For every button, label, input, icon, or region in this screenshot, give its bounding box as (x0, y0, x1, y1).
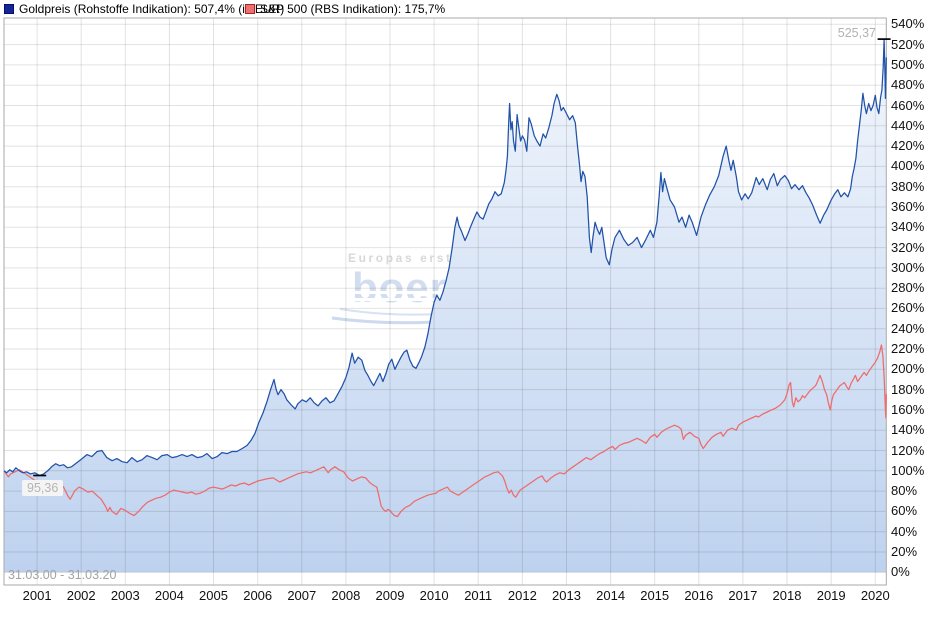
y-axis-tick-140: 140% (891, 422, 925, 438)
y-axis-tick-360: 360% (891, 199, 925, 214)
goldpreis-swatch-icon (4, 4, 14, 14)
y-axis-tick-500: 500% (891, 56, 925, 72)
y-axis-tick-260: 260% (891, 300, 925, 316)
x-axis-tick-2018: 2018 (772, 588, 802, 603)
y-axis-tick-520: 520% (891, 36, 925, 52)
y-axis-tick-60: 60% (891, 503, 918, 519)
y-axis-tick-100: 100% (891, 462, 925, 478)
x-axis-tick-2002: 2002 (66, 588, 96, 603)
y-axis-tick-220: 220% (891, 341, 925, 356)
y-axis-tick-300: 300% (891, 259, 925, 275)
x-axis-tick-2020: 2020 (860, 588, 890, 603)
y-axis-tick-480: 480% (891, 77, 925, 93)
x-axis-tick-2016: 2016 (684, 588, 714, 603)
y-axis-tick-240: 240% (891, 320, 925, 336)
legend-sp500-label: S&P 500 (RBS Indikation): 175,7% (260, 2, 446, 16)
y-axis-tick-180: 180% (891, 381, 925, 397)
x-axis-tick-2011: 2011 (464, 588, 493, 603)
x-axis-tick-2019: 2019 (816, 588, 846, 603)
x-axis-tick-2004: 2004 (154, 588, 184, 603)
max-value-label: 525,37 (837, 26, 876, 40)
legend-goldpreis-label: Goldpreis (Rohstoffe Indikation): 507,4%… (19, 2, 285, 16)
y-axis-tick-0: 0% (891, 564, 910, 580)
x-axis-tick-2010: 2010 (419, 588, 449, 603)
y-axis-tick-440: 440% (891, 117, 925, 133)
x-axis-tick-2014: 2014 (596, 588, 626, 603)
x-axis-tick-2017: 2017 (728, 588, 758, 603)
y-axis-tick-320: 320% (891, 239, 925, 255)
y-axis-tick-160: 160% (891, 401, 925, 417)
x-axis-tick-2003: 2003 (110, 588, 140, 603)
y-axis-tick-280: 280% (891, 280, 925, 296)
legend-item-sp500: S&P 500 (RBS Indikation): 175,7% (245, 2, 445, 16)
x-axis-tick-2001: 2001 (22, 588, 52, 603)
y-axis-tick-40: 40% (891, 523, 918, 539)
y-axis-tick-200: 200% (891, 361, 925, 377)
legend-item-goldpreis: Goldpreis (Rohstoffe Indikation): 507,4%… (4, 2, 284, 16)
sp500-swatch-icon (245, 4, 255, 14)
y-axis-tick-460: 460% (891, 97, 925, 113)
y-axis-tick-80: 80% (891, 483, 918, 499)
y-axis-tick-400: 400% (891, 158, 925, 174)
y-axis-tick-380: 380% (891, 178, 925, 194)
x-axis-tick-2006: 2006 (243, 588, 273, 603)
y-axis-tick-20: 20% (891, 544, 918, 559)
x-axis-tick-2005: 2005 (199, 588, 228, 603)
x-axis-tick-2008: 2008 (331, 588, 361, 603)
date-range-label: 31.03.00 - 31.03.20 (8, 568, 117, 582)
x-axis-tick-2009: 2009 (375, 588, 405, 603)
min-value-label: 95,36 (22, 480, 64, 496)
y-axis-tick-420: 420% (891, 138, 925, 154)
x-axis-tick-2015: 2015 (640, 588, 670, 603)
y-axis-tick-540: 540% (891, 16, 925, 32)
x-axis-tick-2013: 2013 (552, 588, 581, 603)
x-axis-tick-2012: 2012 (507, 588, 537, 603)
y-axis-tick-120: 120% (891, 442, 925, 458)
y-axis-tick-340: 340% (891, 219, 925, 235)
x-axis-tick-2007: 2007 (287, 588, 317, 603)
